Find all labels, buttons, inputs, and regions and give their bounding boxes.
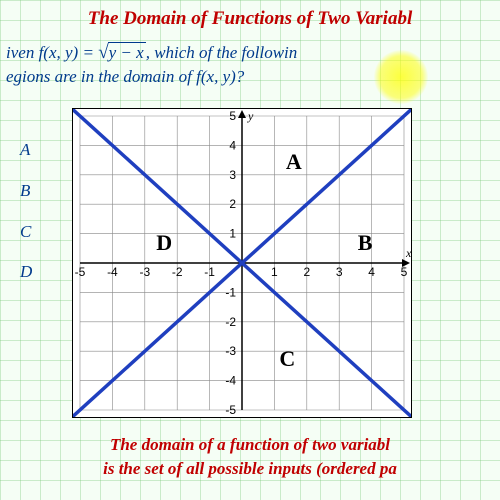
- svg-text:3: 3: [229, 168, 236, 182]
- svg-text:-1: -1: [204, 265, 215, 279]
- svg-text:y: y: [247, 109, 254, 123]
- svg-text:-2: -2: [225, 315, 236, 329]
- radicand: y − x: [108, 42, 146, 62]
- svg-text:-3: -3: [139, 265, 150, 279]
- page-title: The Domain of Functions of Two Variabl: [0, 8, 500, 30]
- svg-text:-3: -3: [225, 344, 236, 358]
- q-line1-post: , which of the followin: [146, 43, 298, 62]
- svg-text:2: 2: [303, 265, 310, 279]
- svg-text:-1: -1: [225, 285, 236, 299]
- answer-choices: A B C D: [20, 130, 32, 293]
- svg-text:1: 1: [271, 265, 278, 279]
- svg-text:1: 1: [229, 227, 236, 241]
- svg-text:-2: -2: [172, 265, 183, 279]
- footer-line2: is the set of all possible inputs (order…: [0, 457, 500, 482]
- footer-line1: The domain of a function of two variabl: [0, 433, 500, 458]
- svg-text:A: A: [286, 149, 302, 174]
- svg-text:-4: -4: [107, 265, 118, 279]
- svg-text:B: B: [358, 230, 373, 255]
- svg-text:5: 5: [401, 265, 408, 279]
- choice-b[interactable]: B: [20, 171, 32, 212]
- fn-ref: f(x, y): [196, 67, 236, 86]
- svg-text:5: 5: [229, 109, 236, 123]
- svg-text:4: 4: [229, 138, 236, 152]
- svg-text:D: D: [156, 230, 172, 255]
- svg-text:2: 2: [229, 197, 236, 211]
- svg-text:-5: -5: [75, 265, 86, 279]
- q-line2-post: ?: [236, 67, 245, 86]
- svg-text:-4: -4: [225, 374, 236, 388]
- choice-c[interactable]: C: [20, 212, 32, 253]
- footer-text: The domain of a function of two variabl …: [0, 433, 500, 482]
- sqrt-expr: y − x: [98, 40, 146, 66]
- svg-text:-5: -5: [225, 403, 236, 417]
- svg-text:4: 4: [368, 265, 375, 279]
- svg-text:3: 3: [336, 265, 343, 279]
- question-text: iven f(x, y) = y − x, which of the follo…: [6, 40, 496, 89]
- choice-d[interactable]: D: [20, 252, 32, 293]
- choice-a[interactable]: A: [20, 130, 32, 171]
- q-line1-pre: iven: [6, 43, 39, 62]
- q-line2: egions are in the domain of: [6, 67, 196, 86]
- svg-text:x: x: [405, 246, 412, 260]
- domain-chart: -5 -4 -3 -2 -1 1 2 3 4 5 -5 -4 -3 -2 -1 1 2 3 4 5 x y A B C D: [72, 108, 412, 418]
- svg-text:C: C: [279, 346, 295, 371]
- fn-lhs: f(x, y) =: [39, 43, 99, 62]
